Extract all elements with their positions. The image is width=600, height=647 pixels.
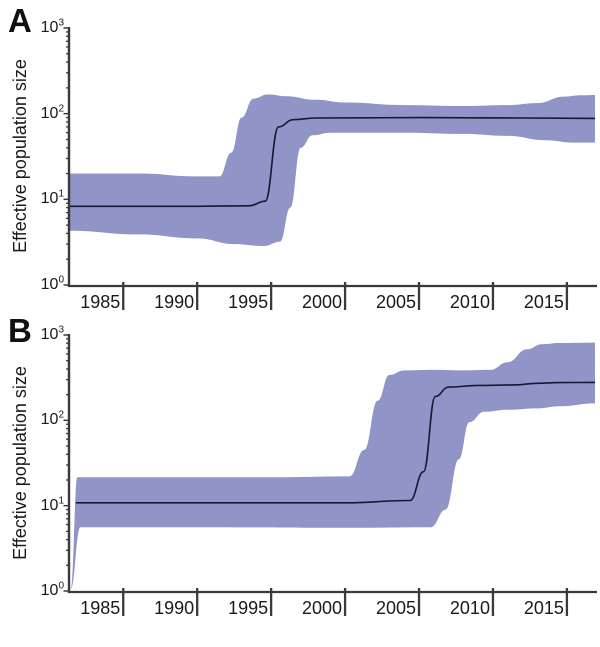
x-tick-label: 2005 (375, 598, 416, 618)
x-tick-label: 1990 (154, 292, 195, 312)
x-tick-label: 2015 (523, 598, 564, 618)
x-tick-label: 2005 (375, 292, 416, 312)
x-tick-label: 1990 (154, 598, 195, 618)
y-tick-label: 101 (40, 189, 64, 208)
panel-b-label: B (8, 312, 32, 349)
x-tick-label: 2010 (449, 598, 490, 618)
y-tick-label: 100 (40, 274, 64, 293)
x-tick-label: 2015 (523, 292, 564, 312)
x-tick-label: 2000 (302, 292, 343, 312)
x-tick-label: 1995 (228, 598, 269, 618)
median-line (70, 116, 596, 208)
x-tick-label: 1985 (80, 598, 121, 618)
panel-a-label: A (8, 2, 32, 39)
y-tick-label: 102 (40, 103, 64, 122)
panel-b-y-axis-title: Effective population size (10, 366, 30, 560)
x-tick-label: 1995 (228, 292, 269, 312)
x-tick-label: 2000 (302, 598, 343, 618)
y-tick-label: 103 (40, 324, 64, 343)
y-tick-label: 101 (40, 495, 64, 514)
y-tick-label: 100 (40, 580, 64, 599)
y-tick-label: 102 (40, 410, 64, 429)
credible-interval-band (70, 342, 595, 590)
x-tick-label: 2010 (449, 292, 490, 312)
y-tick-label: 103 (40, 17, 64, 36)
credible-interval-band (70, 94, 595, 247)
x-tick-label: 1985 (80, 292, 121, 312)
panel-a-y-axis-title: Effective population size (10, 59, 30, 253)
median-line (75, 381, 596, 504)
